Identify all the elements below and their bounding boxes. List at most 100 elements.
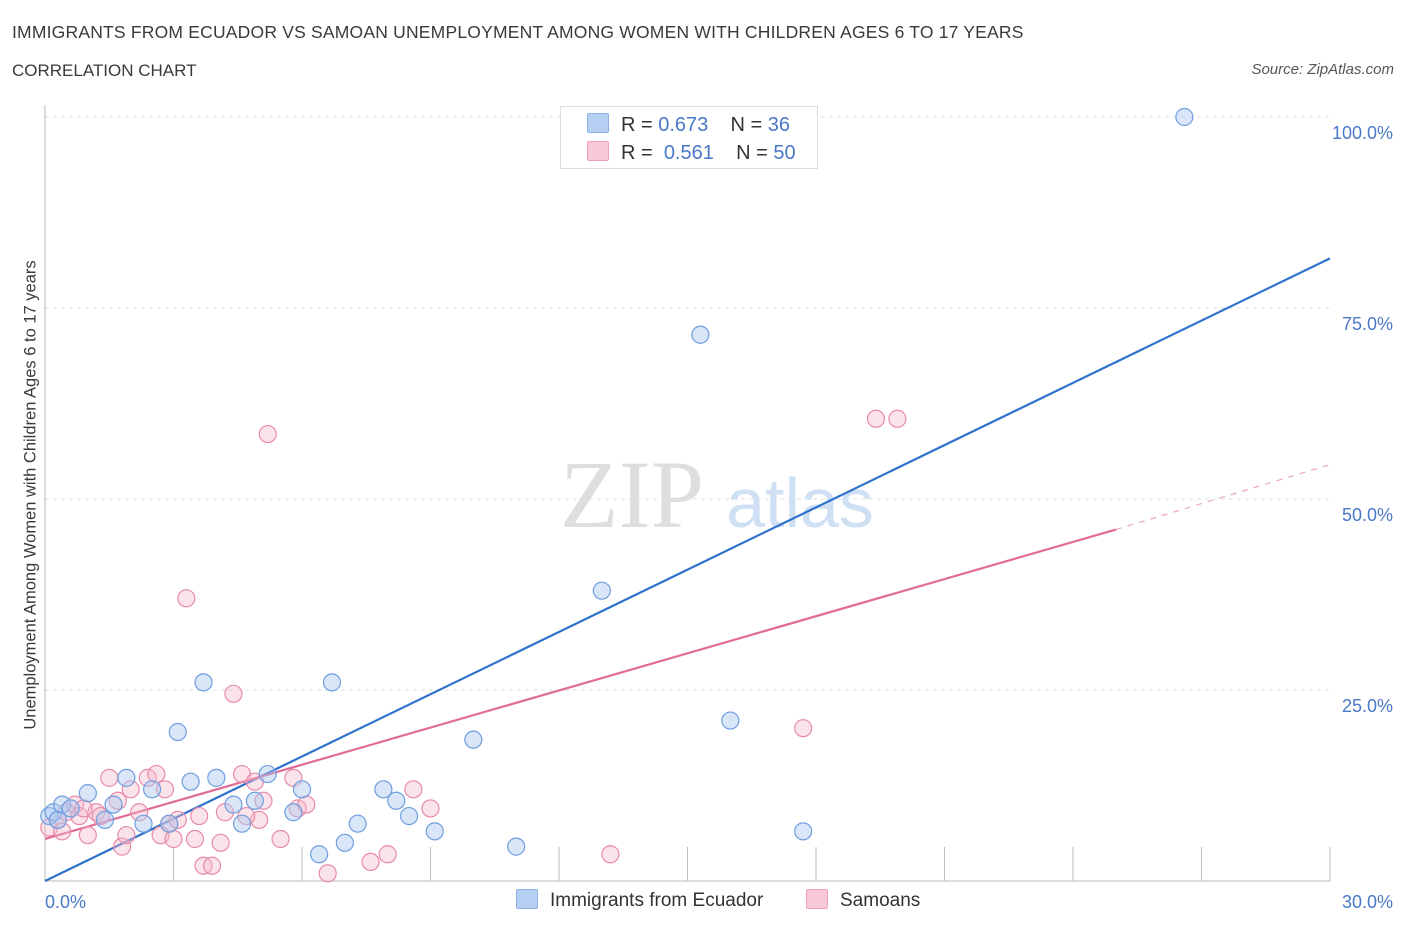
trend-line-ecuador [44,257,1331,882]
point-samoan [258,424,277,444]
point-ecuador [592,581,611,600]
point-samoan [185,829,205,849]
point-samoan [866,409,886,428]
point-samoan [378,845,397,864]
point-ecuador [194,673,213,692]
legend-swatch-samoan [587,141,609,161]
point-ecuador [464,730,483,749]
source-label: Source: ZipAtlas.com [1251,61,1394,78]
point-ecuador [335,833,354,852]
point-ecuador [61,799,80,818]
point-ecuador [310,845,329,864]
point-samoan [78,826,97,845]
chart-subtitle: CORRELATION CHART [12,61,197,80]
legend-n-value-ecuador: 36 [767,114,791,136]
point-samoan [202,856,222,875]
bottom-legend-label-samoan: Samoans [840,890,921,911]
point-samoan [138,768,157,787]
point-ecuador [1175,107,1194,127]
point-samoan [211,833,230,852]
correlation-legend: R = 0.673 N = 36 R = 0.561 N = 50 [560,106,818,169]
point-samoan [190,806,209,826]
point-ecuador [104,795,123,814]
y-tick-label: 50.0% [1342,505,1393,525]
point-ecuador [258,764,277,784]
point-samoan [121,780,140,799]
legend-swatch-ecuador [587,113,609,133]
point-samoan [404,780,423,799]
watermark: ZIP atlas [560,441,874,548]
point-ecuador [181,772,200,791]
point-ecuador [292,780,312,799]
point-samoan [117,826,136,845]
point-layer [40,107,1194,883]
point-samoan [224,684,243,703]
legend-row-ecuador: R = 0.673 N = 36 [587,113,790,137]
legend-n-value-samoan: 50 [773,142,796,164]
point-samoan [421,799,440,818]
legend-n-label-ecuador: N = [730,114,763,136]
point-ecuador [168,722,187,742]
legend-r-value-samoan: 0.561 [663,142,714,164]
point-ecuador [142,780,162,799]
point-ecuador [224,795,243,814]
point-ecuador [117,768,136,787]
point-samoan [888,409,907,428]
point-ecuador [399,806,419,826]
point-samoan [112,837,132,856]
point-ecuador [794,822,813,841]
point-ecuador [507,837,526,856]
point-samoan [271,829,290,849]
point-ecuador [721,711,740,730]
point-ecuador [53,795,72,814]
point-samoan [147,764,166,784]
point-ecuador [95,810,115,829]
point-ecuador [387,791,406,810]
point-ecuador [134,814,153,833]
bottom-legend-samoan: Samoans [806,889,920,912]
bottom-legend-ecuador: Immigrants from Ecuador [516,889,763,912]
y-tick-label: 100.0% [1332,123,1393,143]
point-samoan [794,719,813,738]
point-ecuador [160,814,179,833]
bottom-legend-label-ecuador: Immigrants from Ecuador [550,890,764,911]
point-samoan [53,822,72,841]
point-samoan [155,780,175,799]
trend-line-samoan [44,528,1117,841]
point-ecuador [284,803,303,822]
point-samoan [177,589,196,608]
point-ecuador [322,673,342,692]
point-samoan [130,803,149,822]
legend-row-samoan: R = 0.561 N = 50 [587,141,796,165]
point-ecuador [374,780,393,799]
trend-line-extension-samoan [1115,464,1331,531]
point-ecuador [691,325,710,344]
point-ecuador [425,822,444,841]
point-ecuador [232,814,252,833]
point-ecuador [245,791,264,810]
watermark-zip: ZIP [560,441,704,548]
tick-layer: 25.0% 50.0% 75.0% 100.0% 0.0% 30.0% [45,123,1393,912]
y-tick-label: 75.0% [1342,314,1393,334]
bottom-legend-swatch-ecuador [516,889,538,909]
y-tick-label: 25.0% [1342,696,1393,716]
chart-title: IMMIGRANTS FROM ECUADOR VS SAMOAN UNEMPL… [12,22,1024,42]
watermark-atlas: atlas [726,464,874,542]
legend-r-value-ecuador: 0.673 [658,114,709,136]
point-samoan [168,810,187,829]
point-samoan [361,852,380,872]
legend-r-label-samoan: R = [621,142,653,164]
point-samoan [164,829,183,849]
legend-n-label-samoan: N = [736,142,768,164]
legend-r-label-ecuador: R = [621,114,653,136]
bottom-legend-swatch-samoan [806,889,828,909]
point-samoan [601,845,620,864]
point-ecuador [348,814,367,833]
point-ecuador [207,768,226,787]
x-tick-label: 30.0% [1342,892,1393,912]
point-samoan [100,768,119,787]
trend-layer [44,257,1331,882]
point-ecuador [78,784,97,803]
x-tick-label: 0.0% [45,892,86,912]
